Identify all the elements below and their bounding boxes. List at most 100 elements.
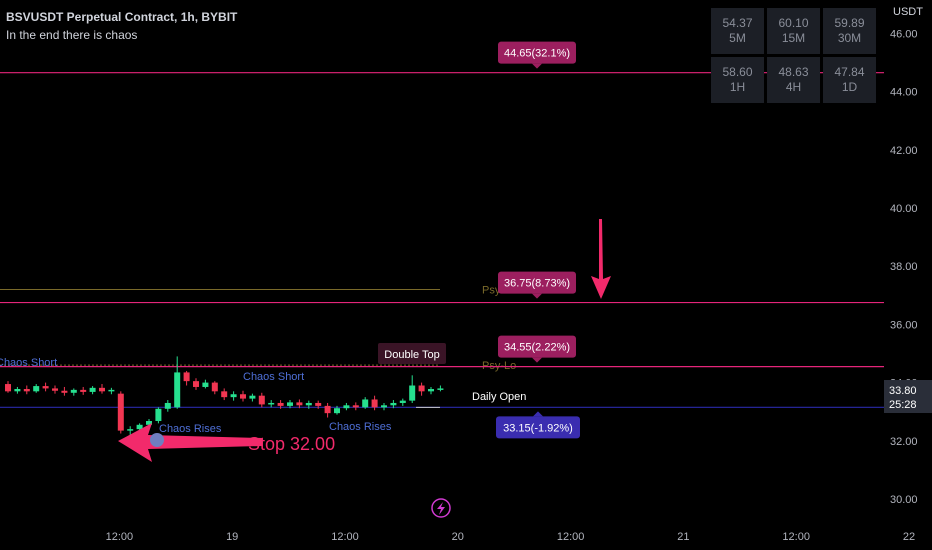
candle-body [362,399,369,408]
rsi-value: 47.84 [834,65,865,79]
candle-body [155,408,162,422]
candle-body [80,389,87,392]
rsi-cell: 47.84 1D [823,57,876,103]
rsi-timeframe: 1D [841,80,858,94]
countdown-label: 25:28 [889,399,917,411]
rsi-table: 54.37 5M 60.10 15M 59.89 30M 58.60 1H 48.63 4… [711,8,876,103]
candle-body [89,387,96,392]
level-tag-label: 36.75(8.73%) [504,278,570,290]
candles [5,356,444,440]
rsi-timeframe: 1H [729,80,746,94]
candle-body [61,390,68,393]
chaos-rises-label: Chaos Rises [329,421,392,433]
axes: 30.0032.0034.0036.0038.0040.0042.0044.00… [106,28,932,543]
time-axis-tick: 21 [677,531,689,543]
candle-body [99,387,105,392]
rsi-timeframe: 4H [785,80,802,94]
candle-body [258,395,265,405]
stop-arrow [118,423,262,462]
candle-body [409,385,416,401]
price-axis-tick: 42.00 [890,145,918,157]
rsi-timeframe: 15M [781,31,806,45]
double-top-label: Double Top [384,349,439,361]
time-axis-tick: 12:00 [557,531,585,543]
rsi-value: 60.10 [778,16,809,30]
candle-body [221,391,228,398]
level-tag-pointer [533,411,543,417]
down-arrow [591,219,611,299]
level-tag-box [496,416,580,439]
candle-body [268,402,275,405]
time-axis-tick: 22 [903,531,915,543]
candle-body [249,395,256,399]
symbol-title: BSVUSDT Perpetual Contract, 1h, BYBIT [6,10,238,24]
level-tag-box [498,335,576,358]
candle-body [202,382,209,387]
candle-body [42,386,49,389]
time-axis-tick: 12:00 [331,531,359,543]
candle-body [287,402,293,406]
candle-body [108,389,115,392]
candle-body [33,386,40,392]
price-unit: USDT [893,6,923,18]
candle-body [315,402,322,406]
candle-body [52,388,58,391]
level-lines: Psy-HiPsy-Lo44.65(32.1%)36.75(8.73%)34.5… [0,41,884,439]
level-tag-pointer [532,357,542,363]
level-tag-label: 33.15(-1.92%) [503,422,573,434]
price-axis-tick: 46.00 [890,28,918,40]
annotations: Chaos Short Chaos Short Chaos Rises Chaos R… [0,219,611,518]
price-axis-tick: 38.00 [890,261,918,273]
candle-body [296,402,303,406]
candle-body [136,424,143,430]
candle-body [305,402,312,406]
daily-open-label: Daily Open [472,391,526,403]
time-axis-tick: 20 [452,531,464,543]
lightning-icon [431,498,451,518]
price-axis-tick: 36.00 [890,319,918,331]
level-tag-label: 34.55(2.22%) [504,342,570,354]
candle-body [164,402,171,409]
price-axis-tick: 40.00 [890,203,918,215]
price-axis-tick: 30.00 [890,494,918,506]
candle-body [371,399,378,408]
chaos-rises-label: Chaos Rises [159,423,222,435]
indicator-subtitle: In the end there is chaos [6,28,138,42]
last-price-label: 33.80 [889,385,917,397]
rsi-value: 48.63 [778,65,809,79]
lightning-bolt [437,502,445,515]
rsi-cell: 60.10 15M [767,8,820,54]
candle-body [127,429,134,431]
level-tag-box [498,271,576,294]
candle-body [428,389,434,392]
candle-body [437,388,444,390]
rsi-value: 59.89 [834,16,865,30]
candle-body [418,385,425,392]
candle-body [5,384,11,392]
level-tag-pointer [532,293,542,299]
price-axis-tick: 32.00 [890,436,918,448]
candle-body [117,393,124,431]
rsi-timeframe: 30M [837,31,862,45]
double-top-box [378,343,446,364]
candle-body [277,402,284,406]
candle-body [334,408,340,414]
candle-body [381,405,387,408]
chart-header: BSVUSDT Perpetual Contract, 1h, BYBIT In… [6,8,237,44]
last-price-box [884,380,932,413]
time-axis-tick: 12:00 [782,531,810,543]
candle-body [183,372,190,382]
stop-marker-dot [150,433,164,447]
level-tag-label: 44.65(32.1%) [504,48,570,60]
stop-label: Stop 32.00 [248,434,335,454]
candle-body [240,394,246,399]
candle-body [174,372,181,408]
rsi-value: 54.37 [722,16,753,30]
rsi-cell: 58.60 1H [711,57,764,103]
rsi-cell: 48.63 4H [767,57,820,103]
candle-body [211,382,218,392]
chaos-short-label: Chaos Short [0,357,57,369]
candle-body [352,405,359,408]
rsi-timeframe: 5M [729,31,746,45]
